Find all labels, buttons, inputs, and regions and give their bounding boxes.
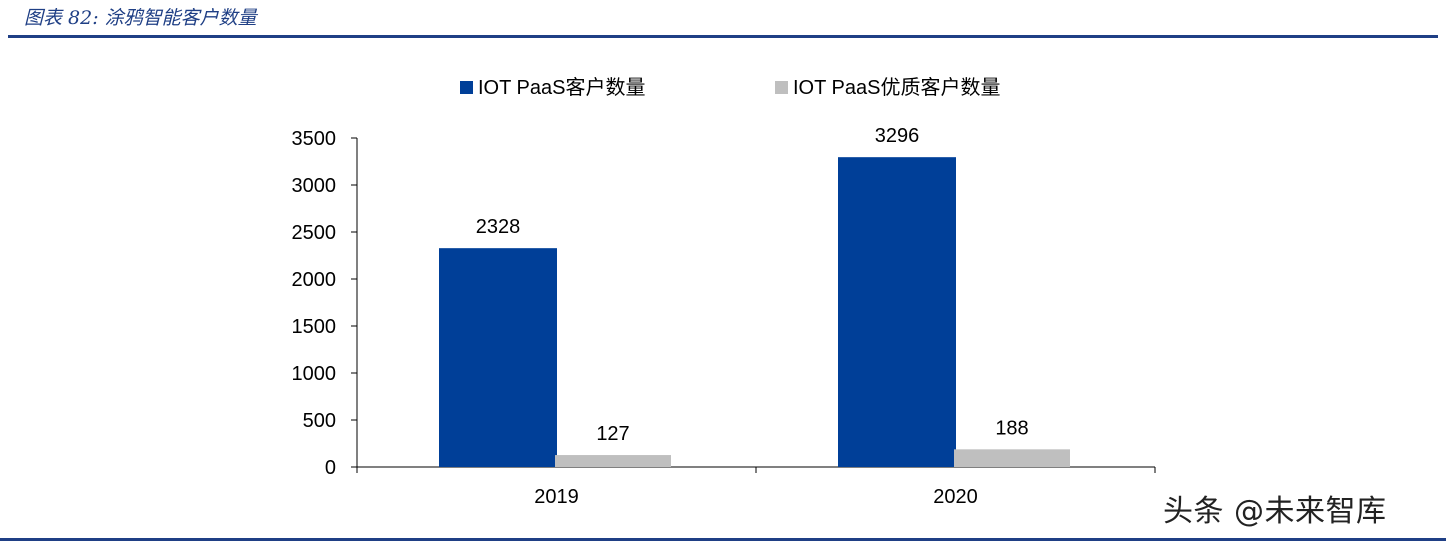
y-tick-label: 3500 xyxy=(292,128,337,150)
y-tick-label: 2000 xyxy=(292,269,337,291)
data-label: 127 xyxy=(596,423,629,445)
y-tick-label: 1500 xyxy=(292,316,337,338)
x-category-label: 2020 xyxy=(933,486,978,508)
data-label: 2328 xyxy=(476,216,521,238)
y-tick-label: 500 xyxy=(303,410,336,432)
bar-series xyxy=(439,157,1070,467)
watermark-logo: 头条 @未来智库 xyxy=(1163,494,1387,529)
data-labels: 2328 127 3296 188 xyxy=(476,125,1029,445)
chart-legend: IOT PaaS客户数量 IOT PaaS优质客户数量 xyxy=(460,76,1000,99)
y-axis: 0 500 1000 1500 2000 2500 3000 3500 xyxy=(292,128,358,479)
x-axis: 2019 2020 xyxy=(356,466,1156,508)
legend-swatch xyxy=(460,81,473,94)
x-category-label: 2019 xyxy=(534,486,579,508)
legend-label: IOT PaaS优质客户数量 xyxy=(793,76,1000,99)
legend-label: IOT PaaS客户数量 xyxy=(478,76,645,99)
legend-swatch xyxy=(775,81,788,94)
bottom-divider xyxy=(0,538,1446,541)
bar-premium-customers-2019 xyxy=(555,455,671,467)
bar-premium-customers-2020 xyxy=(954,449,1070,467)
figure-title: 图表 82: 涂鸦智能客户数量 xyxy=(24,7,257,29)
title-divider xyxy=(8,35,1438,38)
bar-customers-2019 xyxy=(439,248,557,467)
y-tick-label: 0 xyxy=(325,457,336,479)
data-label: 188 xyxy=(995,417,1028,439)
bar-customers-2020 xyxy=(838,157,956,467)
y-tick-label: 3000 xyxy=(292,175,337,197)
y-tick-label: 1000 xyxy=(292,363,337,385)
y-tick-label: 2500 xyxy=(292,222,337,244)
data-label: 3296 xyxy=(875,125,920,147)
